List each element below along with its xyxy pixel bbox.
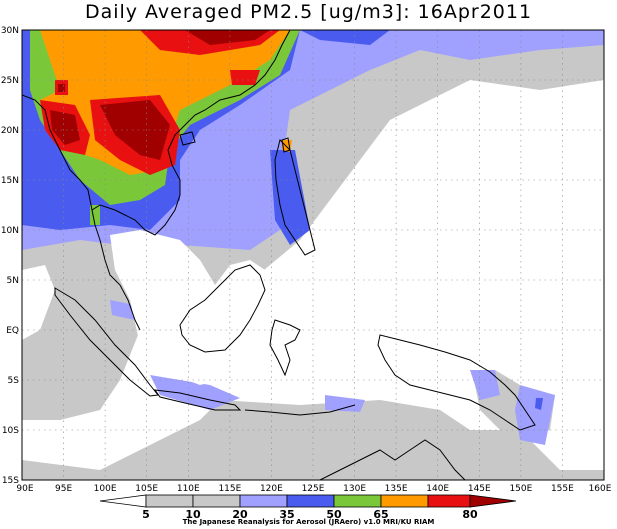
lat-tick: 15S — [2, 476, 19, 486]
field-band-10-20 — [470, 370, 500, 400]
coastline-hainan — [179, 131, 196, 146]
coastline-java — [153, 389, 242, 411]
field-band-0-5 — [330, 120, 604, 345]
lon-tick: 125E — [302, 484, 325, 494]
colorbar-label: 50 — [326, 508, 342, 521]
lon-tick: 150E — [509, 484, 532, 494]
lat-tick: 10N — [1, 226, 19, 236]
coastline-borneo — [179, 264, 266, 353]
lon-tick: 135E — [385, 484, 408, 494]
field-band-0-5 — [110, 230, 270, 385]
lon-tick: 110E — [177, 484, 200, 494]
lat-tick: 30N — [1, 26, 19, 36]
lat-tick: 15N — [1, 176, 19, 186]
lon-tick: 155E — [551, 484, 574, 494]
field-band-10-20 — [110, 300, 135, 320]
colorbar-swatch — [427, 494, 471, 508]
credit-line: The Japanese Reanalysis for Aerosol (JRA… — [182, 518, 435, 526]
field-band-80-plus — [100, 100, 170, 160]
field-band-5-10 — [22, 400, 604, 480]
field-band-20-35 — [270, 150, 310, 245]
coastline-mainland — [22, 30, 291, 331]
lat-tick: 10S — [2, 426, 19, 436]
coastline-sulawesi — [269, 319, 301, 377]
lon-tick-labels: 90E 95E 100E 105E 110E 115E 120E 125E 13… — [16, 484, 611, 494]
coastline-sumatra — [54, 287, 159, 397]
field-band-0-5 — [22, 265, 55, 340]
colorbar-left-arrow-icon — [99, 494, 147, 508]
lon-tick: 100E — [94, 484, 117, 494]
colorbar-right-arrow-icon — [469, 494, 517, 508]
lon-tick: 115E — [218, 484, 241, 494]
field-band-65-80 — [230, 70, 260, 85]
colorbar-label: 10 — [185, 508, 201, 521]
coastline-taiwan — [281, 137, 291, 153]
lat-tick: 20N — [1, 126, 19, 136]
lon-tick: 120E — [260, 484, 283, 494]
lon-tick: 140E — [426, 484, 449, 494]
lat-tick: 5N — [7, 276, 19, 286]
map-frame — [21, 29, 605, 481]
colorbar-swatch — [192, 494, 241, 508]
colorbar — [99, 494, 517, 508]
coastline-lesser-sunda — [244, 404, 356, 416]
field-band-80-plus — [58, 84, 65, 92]
coastline-australia-north — [319, 439, 466, 480]
colorbar-label: 35 — [279, 508, 294, 521]
colorbar-labels: 5 10 20 35 50 65 80 — [142, 508, 478, 521]
lon-tick: 95E — [55, 484, 72, 494]
lon-tick: 105E — [135, 484, 158, 494]
lat-tick-labels: 30N 25N 20N 15N 10N 5N EQ 5S 10S 15S — [1, 26, 19, 486]
colorbar-swatch — [239, 494, 288, 508]
field-band-10-20 — [325, 395, 365, 412]
coastline-new-guinea — [377, 334, 536, 431]
lon-tick: 90E — [16, 484, 33, 494]
field-band-80-plus — [50, 110, 80, 145]
field-band-0-5 — [290, 320, 555, 395]
colorbar-swatch — [145, 494, 194, 508]
colorbar-label: 65 — [373, 508, 388, 521]
lon-tick: 145E — [468, 484, 491, 494]
colorbar-swatch — [380, 494, 429, 508]
colorbar-swatch — [333, 494, 382, 508]
lon-tick: 160E — [589, 484, 612, 494]
lon-tick: 130E — [343, 484, 366, 494]
coastlines — [22, 30, 536, 480]
lat-tick: 25N — [1, 76, 19, 86]
colorbar-swatch — [286, 494, 335, 508]
colorbar-label: 80 — [462, 508, 478, 521]
field-band-20-35 — [535, 398, 543, 410]
lat-tick: 5S — [8, 376, 20, 386]
field-band-80-plus — [185, 30, 270, 45]
colorbar-label: 5 — [142, 508, 150, 521]
coastline-philippines — [274, 139, 316, 256]
colorbar-label: 20 — [232, 508, 248, 521]
field-band-20-35 — [300, 30, 390, 45]
map-title: Daily Averaged PM2.5 [ug/m3]: 16Apr2011 — [84, 1, 533, 23]
lat-tick: EQ — [6, 326, 19, 336]
